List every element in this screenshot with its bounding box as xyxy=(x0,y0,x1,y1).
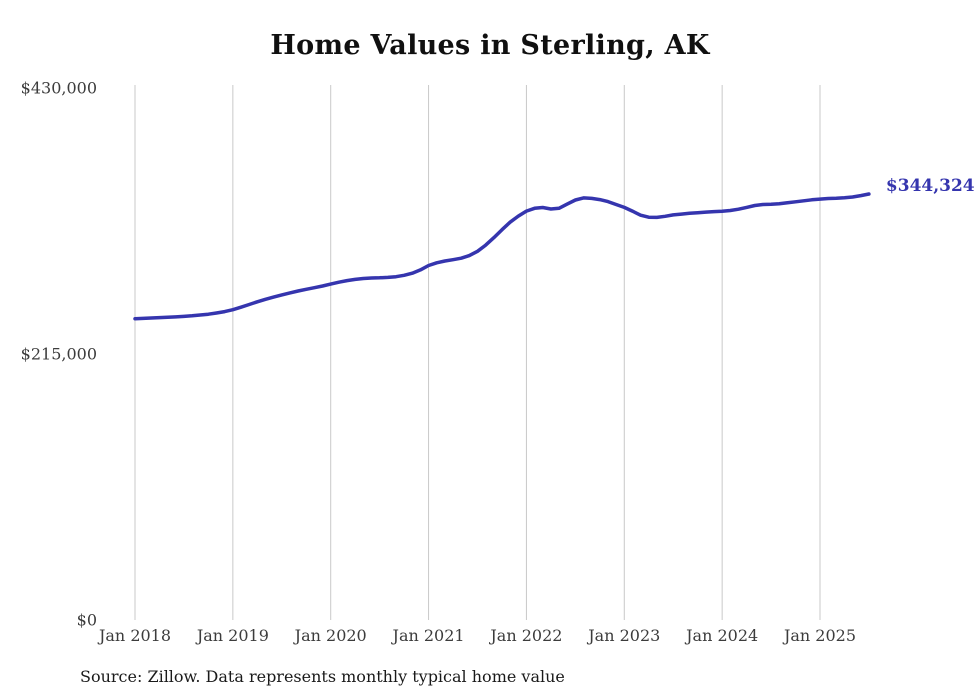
y-tick-label: $0 xyxy=(76,610,97,630)
source-note: Source: Zillow. Data represents monthly … xyxy=(80,667,565,686)
x-tick-label: Jan 2023 xyxy=(588,626,661,645)
x-tick-label: Jan 2022 xyxy=(490,626,563,645)
y-tick-label: $430,000 xyxy=(20,78,97,98)
x-tick-label: Jan 2018 xyxy=(98,626,172,645)
latest-value-label: $344,324 xyxy=(885,175,975,196)
chart-title: Home Values in Sterling, AK xyxy=(270,30,710,61)
x-tick-label: Jan 2024 xyxy=(686,626,759,645)
y-tick-label: $215,000 xyxy=(20,344,97,364)
x-tick-label: Jan 2019 xyxy=(196,626,269,645)
x-tick-label: Jan 2025 xyxy=(783,626,857,645)
x-tick-label: Jan 2020 xyxy=(294,626,367,645)
x-tick-label: Jan 2021 xyxy=(392,626,465,645)
home-value-line xyxy=(133,192,871,321)
